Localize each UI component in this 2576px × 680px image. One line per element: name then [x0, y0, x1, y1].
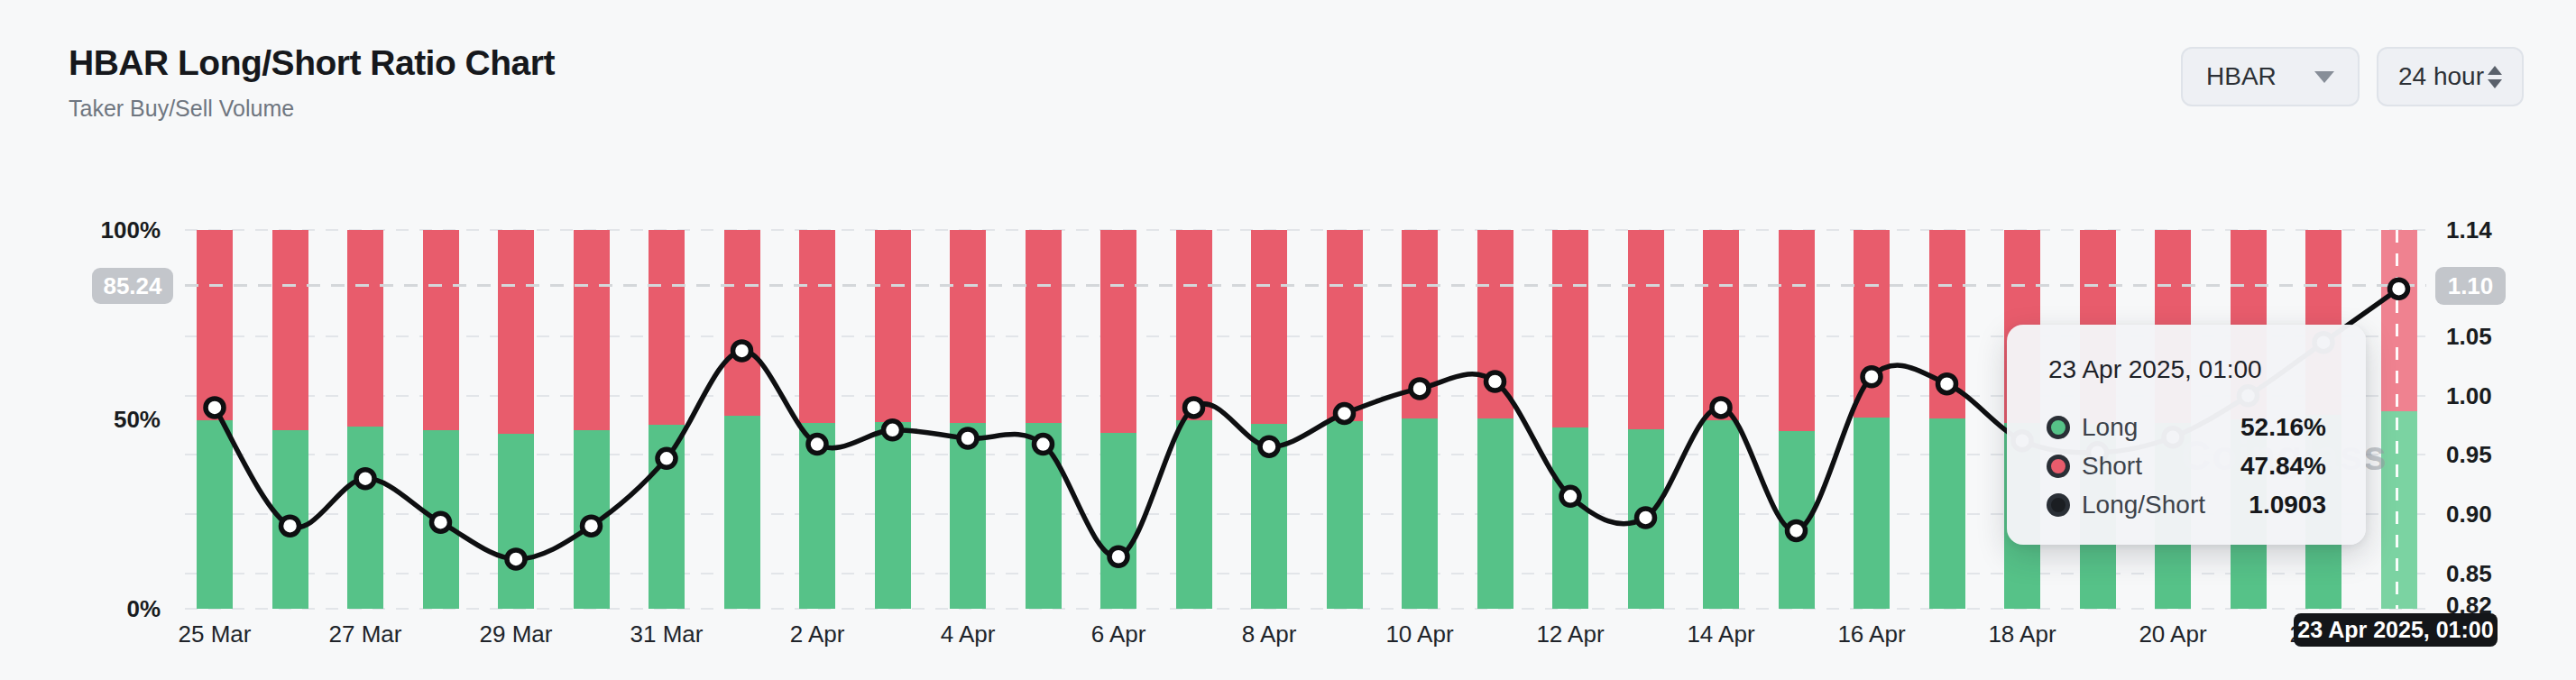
x-axis-label: 18 Apr [1959, 620, 2085, 648]
line-marker-5-Apr[interactable] [1035, 436, 1053, 454]
line-marker-29-Mar[interactable] [507, 550, 525, 568]
left-axis-crosshair-badge: 85.24 [92, 268, 173, 304]
right-axis-crosshair-badge: 1.10 [2435, 267, 2506, 305]
y-axis-right-label: 0.90 [2446, 501, 2492, 528]
line-marker-26-Mar[interactable] [281, 517, 299, 535]
tooltip-long-value: 52.16% [2240, 413, 2326, 442]
line-marker-17-Apr[interactable] [1938, 375, 1956, 393]
line-marker-11-Apr[interactable] [1486, 372, 1504, 391]
x-axis-label: 14 Apr [1658, 620, 1784, 648]
line-marker-30-Mar[interactable] [583, 517, 601, 535]
x-axis-label: 20 Apr [2110, 620, 2236, 648]
y-axis-right-label: 1.05 [2446, 323, 2492, 351]
line-marker-27-Mar[interactable] [356, 470, 374, 488]
y-axis-right-label: 1.00 [2446, 381, 2492, 409]
x-axis-label: 6 Apr [1055, 620, 1182, 648]
line-marker-25-Mar[interactable] [206, 399, 224, 417]
line-marker-7-Apr[interactable] [1185, 399, 1203, 417]
line-marker-13-Apr[interactable] [1637, 509, 1655, 527]
line-marker-10-Apr[interactable] [1411, 380, 1429, 398]
long-short-legend-icon [2047, 493, 2070, 517]
x-axis-label: 4 Apr [905, 620, 1031, 648]
x-axis-label: 8 Apr [1206, 620, 1332, 648]
y-axis-left-label: 0% [52, 595, 161, 623]
long-short-ratio-chart: Coinglass 100%50%0%1.141.051.000.950.900… [0, 0, 2576, 680]
x-axis-label: 12 Apr [1507, 620, 1633, 648]
tooltip-date: 23 Apr 2025, 01:00 [2048, 355, 2262, 384]
line-marker-3-Apr[interactable] [884, 421, 902, 439]
x-axis-label: 16 Apr [1808, 620, 1935, 648]
line-marker-15-Apr[interactable] [1788, 521, 1806, 539]
line-marker-8-Apr[interactable] [1260, 437, 1278, 455]
x-axis-label: 2 Apr [754, 620, 880, 648]
y-axis-left-label: 100% [52, 216, 161, 244]
short-legend-icon [2047, 455, 2070, 478]
y-axis-right-label: 1.14 [2446, 216, 2492, 244]
line-marker-2-Apr[interactable] [808, 436, 826, 454]
y-axis-right-label: 0.85 [2446, 559, 2492, 587]
line-marker-14-Apr[interactable] [1712, 399, 1730, 417]
line-marker-12-Apr[interactable] [1561, 487, 1579, 505]
tooltip-short-value: 47.84% [2240, 452, 2326, 481]
line-marker-4-Apr[interactable] [959, 429, 977, 447]
y-axis-left-label: 50% [52, 406, 161, 434]
x-axis-label: 25 Mar [152, 620, 278, 648]
x-axis-label: 29 Mar [453, 620, 579, 648]
x-axis-label: 31 Mar [603, 620, 730, 648]
tooltip-long-label: Long [2082, 413, 2240, 442]
x-axis-label: 27 Mar [302, 620, 428, 648]
line-marker-1-Apr[interactable] [733, 342, 751, 360]
tooltip-short-label: Short [2082, 452, 2240, 481]
long-legend-icon [2047, 416, 2070, 439]
x-axis-label: 10 Apr [1357, 620, 1483, 648]
line-marker-16-Apr[interactable] [1863, 368, 1881, 386]
line-marker-23-Apr[interactable] [2390, 280, 2408, 298]
line-marker-9-Apr[interactable] [1336, 404, 1354, 422]
line-marker-31-Mar[interactable] [658, 449, 676, 467]
line-marker-28-Mar[interactable] [432, 513, 450, 531]
y-axis-right-label: 0.95 [2446, 441, 2492, 469]
tooltip-ratio-value: 1.0903 [2249, 491, 2326, 519]
chart-tooltip: 23 Apr 2025, 01:00 Long 52.16% Short 47.… [2007, 325, 2366, 545]
line-marker-6-Apr[interactable] [1109, 547, 1127, 565]
date-crosshair-badge: 23 Apr 2025, 01:00 [2294, 613, 2498, 647]
tooltip-ratio-label: Long/Short [2082, 491, 2249, 519]
